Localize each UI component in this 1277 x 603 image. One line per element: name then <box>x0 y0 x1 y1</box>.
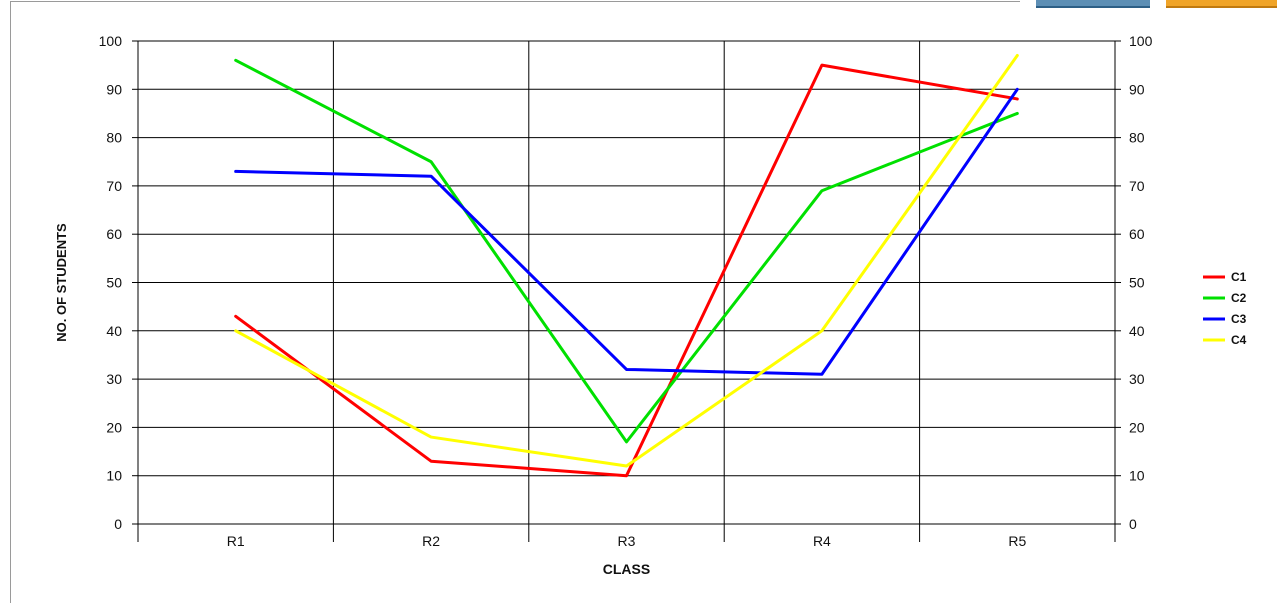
y-tick-label-left: 70 <box>106 178 122 194</box>
y-tick-label-right: 50 <box>1129 275 1145 291</box>
legend: C1 C2 C3 C4 <box>1203 270 1247 347</box>
y-tick-label-right: 10 <box>1129 468 1145 484</box>
y-tick-label-left: 30 <box>106 371 122 387</box>
y-tick-label-left: 10 <box>106 468 122 484</box>
y-tick-label-right: 80 <box>1129 130 1145 146</box>
y-tick-label-right: 60 <box>1129 226 1145 242</box>
corner-tab-blue[interactable] <box>1036 0 1150 8</box>
corner-tab-orange[interactable] <box>1166 0 1277 8</box>
series-line-c4 <box>234 53 1019 468</box>
series-line-c2 <box>234 58 1019 444</box>
y-tick-label-right: 100 <box>1129 33 1153 49</box>
x-axis-title: CLASS <box>603 561 650 577</box>
x-tick-label: R2 <box>422 533 440 549</box>
x-tick-label: R4 <box>813 533 831 549</box>
series-line-c3 <box>234 87 1019 376</box>
x-tick-label: R3 <box>618 533 636 549</box>
x-tick-label: R5 <box>1008 533 1026 549</box>
y-tick-label-left: 50 <box>106 275 122 291</box>
y-tick-label-right: 30 <box>1129 371 1145 387</box>
y-tick-label-right: 40 <box>1129 323 1145 339</box>
x-tick-label: R1 <box>227 533 245 549</box>
y-tick-label-right: 0 <box>1129 516 1137 532</box>
legend-label-c1: C1 <box>1231 270 1247 284</box>
series-lines <box>234 53 1019 478</box>
tick-labels: 0 0 10 10 20 20 30 30 40 40 50 50 60 60 70 70 80 80 90 90 10… <box>99 33 1153 549</box>
legend-label-c2: C2 <box>1231 291 1247 305</box>
axes <box>132 40 1121 542</box>
y-tick-label-left: 40 <box>106 323 122 339</box>
frame-border-left <box>10 1 11 603</box>
y-tick-label-left: 20 <box>106 419 122 435</box>
y-tick-label-right: 20 <box>1129 419 1145 435</box>
y-tick-label-left: 0 <box>114 516 122 532</box>
y-tick-label-left: 90 <box>106 81 122 97</box>
grid-lines <box>138 40 1115 525</box>
y-tick-label-left: 80 <box>106 130 122 146</box>
y-tick-label-left: 100 <box>99 33 123 49</box>
y-tick-label-right: 90 <box>1129 81 1145 97</box>
series-line-c1 <box>234 63 1019 478</box>
y-axis-title: NO. OF STUDENTS <box>54 223 69 342</box>
legend-label-c3: C3 <box>1231 312 1247 326</box>
legend-label-c4: C4 <box>1231 333 1247 347</box>
frame-border-top <box>10 1 1020 2</box>
y-tick-label-left: 60 <box>106 226 122 242</box>
y-tick-label-right: 70 <box>1129 178 1145 194</box>
